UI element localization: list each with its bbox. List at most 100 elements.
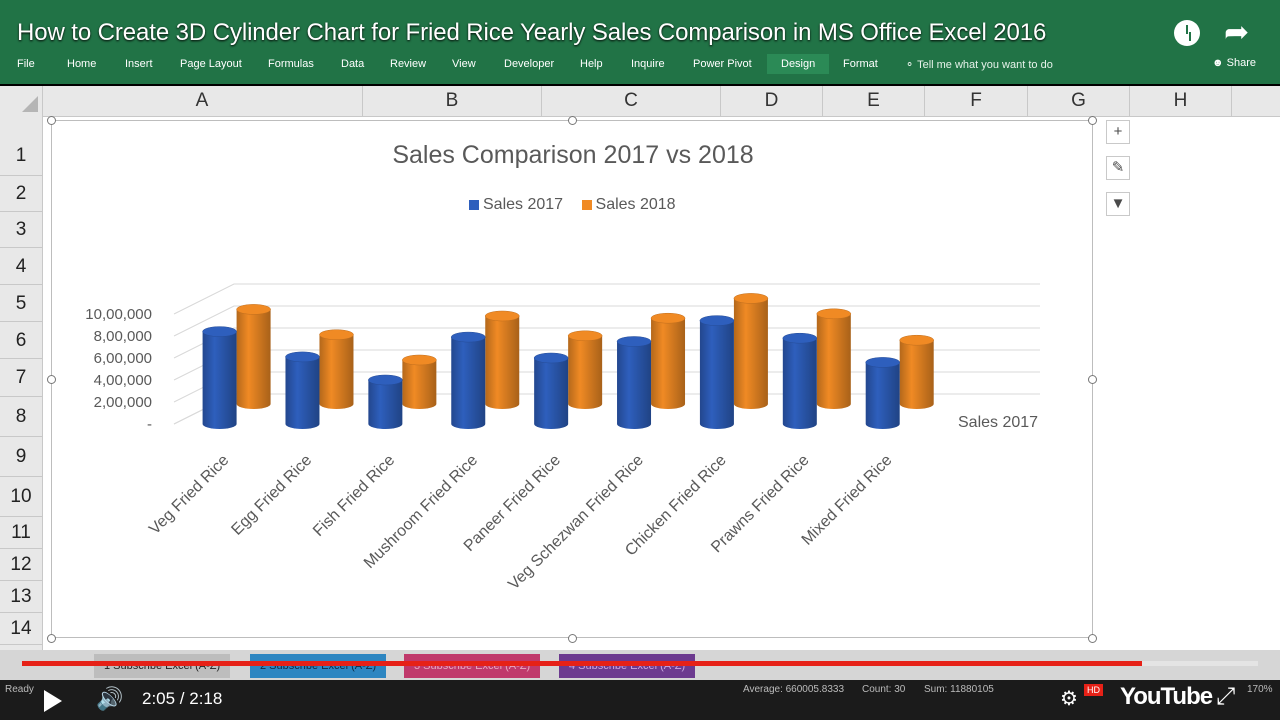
y-tick-label: 2,00,000 (94, 394, 152, 411)
column-header-a[interactable]: A (42, 86, 363, 116)
cylinder-2018-7[interactable] (816, 308, 852, 409)
tab-view[interactable]: View (452, 58, 476, 70)
legend-item-2017[interactable]: Sales 2017 (469, 196, 563, 214)
row-header-12[interactable]: 12 (0, 549, 42, 581)
tell-me-input[interactable]: ⚬ Tell me what you want to do (905, 58, 1053, 71)
cylinder-2017-0[interactable] (202, 326, 237, 429)
cylinder-2018-8[interactable] (899, 334, 934, 409)
status-zoom[interactable]: 170% (1247, 684, 1273, 695)
tab-power-pivot[interactable]: Power Pivot (693, 58, 752, 70)
cylinder-2018-3[interactable] (485, 310, 520, 409)
row-header-8[interactable]: 8 (0, 397, 42, 437)
sheet-tab-1[interactable]: 1 Subscribe Excel (A-Z) (94, 654, 231, 678)
cylinder-2018-6[interactable] (733, 293, 769, 409)
video-progress-bar[interactable] (22, 661, 1258, 666)
exit-fullscreen-icon[interactable]: ⤢ (1216, 683, 1236, 710)
cylinder-2018-4[interactable] (567, 330, 603, 409)
tab-help[interactable]: Help (580, 58, 603, 70)
cylinder-2017-8[interactable] (865, 357, 900, 429)
chart-area[interactable]: Sales Comparison 2017 vs 2018 Sales 2017… (51, 120, 1093, 638)
row-header-11[interactable]: 11 (0, 517, 42, 549)
cylinder-2018-2[interactable] (402, 354, 437, 409)
tab-home[interactable]: Home (67, 58, 97, 70)
cylinder-2017-2[interactable] (368, 374, 403, 429)
legend-item-2018[interactable]: Sales 2018 (581, 196, 676, 214)
settings-gear-icon[interactable]: ⚙ (1060, 688, 1078, 710)
play-icon[interactable] (44, 690, 62, 712)
cylinder-2017-1[interactable] (285, 351, 320, 429)
column-header-e[interactable]: E (823, 86, 925, 116)
row-header-9[interactable]: 9 (0, 437, 42, 477)
row-header-2[interactable]: 2 (0, 176, 42, 212)
resize-handle-tr[interactable] (1088, 116, 1097, 125)
cylinder-2017-7[interactable] (782, 332, 818, 429)
cylinder-2018-8-body (899, 340, 934, 409)
legend-label-2018: Sales 2018 (595, 196, 676, 213)
row-header-13[interactable]: 13 (0, 581, 42, 613)
column-header-d[interactable]: D (721, 86, 823, 116)
cylinder-2018-1[interactable] (319, 329, 354, 409)
column-header-f[interactable]: F (925, 86, 1028, 116)
column-header-h[interactable]: H (1130, 86, 1232, 116)
select-all-corner[interactable] (0, 86, 43, 116)
gridline (173, 327, 1040, 359)
chart-legend[interactable]: Sales 2017 Sales 2018 (469, 196, 690, 214)
legend-swatch-2017 (469, 199, 479, 210)
cylinder-2018-2-body (402, 360, 437, 409)
chart-title[interactable]: Sales Comparison 2017 vs 2018 (392, 141, 754, 169)
watch-later-icon[interactable] (1174, 20, 1200, 46)
sheet-tab-2[interactable]: 2 Subscribe Excel (A-Z) (250, 654, 387, 678)
cylinder-2017-4[interactable] (533, 352, 569, 429)
row-header-5[interactable]: 5 (0, 285, 42, 322)
resize-handle-r[interactable] (1088, 375, 1097, 384)
plot-area[interactable]: - 2,00,000 4,00,000 6,00,000 8,00,000 10,00,0… (52, 121, 1092, 637)
cylinder-2018-5[interactable] (650, 312, 686, 409)
volume-icon[interactable]: 🔊 (96, 686, 124, 711)
tab-formulas[interactable]: Formulas (268, 58, 314, 70)
row-header-7[interactable]: 7 (0, 359, 42, 397)
chart-filters-button[interactable]: ▼ (1106, 192, 1130, 216)
row-header-3[interactable]: 3 (0, 212, 42, 248)
cylinder-2018-5-top (650, 312, 686, 324)
resize-handle-l[interactable] (47, 375, 56, 384)
cylinder-2017-4-body (534, 358, 569, 429)
sheet-tab-4[interactable]: 4 Subscribe Excel (A-Z) (559, 654, 696, 678)
tab-inquire[interactable]: Inquire (631, 58, 665, 70)
row-header-14[interactable]: 14 (0, 613, 42, 645)
column-header-g[interactable]: G (1028, 86, 1130, 116)
chart-styles-button[interactable]: ✎ (1106, 156, 1130, 180)
share-arrow-icon[interactable]: ➦ (1224, 16, 1250, 49)
cylinder-2017-5[interactable] (616, 336, 652, 430)
row-header-1[interactable]: 1 (0, 116, 42, 176)
gridline (173, 283, 1040, 315)
video-title[interactable]: How to Create 3D Cylinder Chart for Frie… (17, 19, 1047, 46)
resize-handle-t[interactable] (568, 116, 577, 125)
tab-developer[interactable]: Developer (504, 58, 555, 70)
tab-insert[interactable]: Insert (125, 58, 153, 70)
column-header-c[interactable]: C (542, 86, 721, 116)
tab-design[interactable]: Design (767, 54, 830, 74)
tab-review[interactable]: Review (390, 58, 427, 70)
row-header-10[interactable]: 10 (0, 477, 42, 517)
chart-elements-button[interactable]: + (1106, 120, 1130, 144)
cylinder-2018-1-top (319, 329, 354, 340)
row-header-4[interactable]: 4 (0, 248, 42, 285)
cylinder-2018-2-top (402, 354, 437, 366)
resize-handle-bl[interactable] (47, 634, 56, 643)
row-header-6[interactable]: 6 (0, 322, 42, 359)
cylinder-2017-3[interactable] (451, 331, 486, 429)
tab-format[interactable]: Format (843, 58, 878, 70)
tab-data[interactable]: Data (341, 58, 365, 70)
resize-handle-br[interactable] (1088, 634, 1097, 643)
resize-handle-b[interactable] (568, 634, 577, 643)
youtube-logo[interactable]: YouTube (1120, 683, 1213, 710)
cylinder-2017-6[interactable] (699, 315, 735, 429)
cylinder-2018-0-top (236, 304, 271, 315)
tab-file[interactable]: File (17, 58, 35, 70)
cylinder-2018-0[interactable] (236, 304, 271, 409)
tab-page-layout[interactable]: Page Layout (180, 58, 242, 70)
resize-handle-tl[interactable] (47, 116, 56, 125)
sheet-tab-3[interactable]: 3 Subscribe Excel (A-Z) (404, 654, 541, 678)
share-button[interactable]: ☻ Share (1212, 57, 1256, 69)
column-header-b[interactable]: B (363, 86, 542, 116)
